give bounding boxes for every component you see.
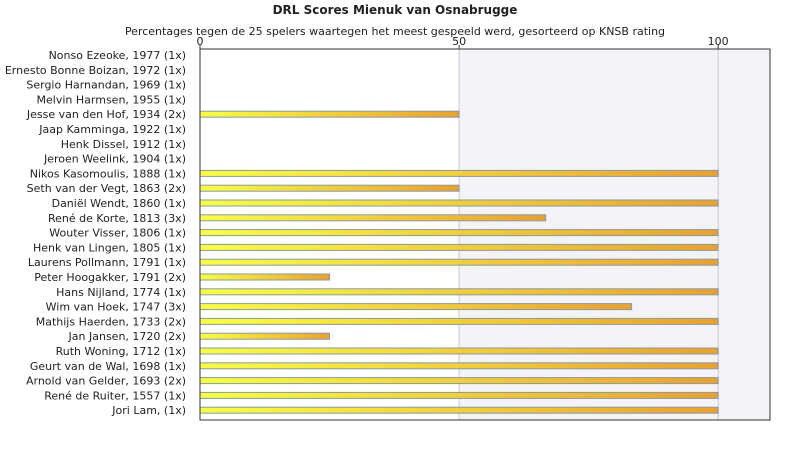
category-label: René de Ruiter, 1557 (1x) [44,389,186,402]
category-label: Jan Jansen, 1720 (2x) [68,330,186,343]
bar [199,273,331,281]
bar [199,391,719,399]
category-label: Wim van Hoek, 1747 (3x) [46,301,186,314]
category-label: Nonso Ezeoke, 1977 (1x) [49,49,186,62]
category-label: Henk Dissel, 1912 (1x) [61,138,186,151]
category-label: Melvin Harmsen, 1955 (1x) [37,93,186,106]
category-label: Daniël Wendt, 1860 (1x) [52,197,186,210]
bars [199,110,719,414]
category-label: Ernesto Bonne Boizan, 1972 (1x) [5,64,186,77]
category-label: Jesse van den Hof, 1934 (2x) [26,108,186,121]
bar [199,258,719,266]
category-label: Henk van Lingen, 1805 (1x) [33,241,186,254]
category-label: Sergio Harnandan, 1969 (1x) [26,79,186,92]
category-label: Wouter Visser, 1806 (1x) [49,227,186,240]
category-label: Ruth Woning, 1712 (1x) [56,345,186,358]
category-label: Peter Hoogakker, 1791 (2x) [34,271,186,284]
category-label: Jaap Kamminga, 1922 (1x) [38,123,186,136]
chart-title: DRL Scores Mienuk van Osnabrugge [272,3,518,17]
tick-labels: 0 50 100 [197,35,729,48]
x-tick-label: 50 [452,35,466,48]
bar [199,169,719,177]
bar [199,377,719,385]
category-label: Mathijs Haerden, 1733 (2x) [36,315,186,328]
bar [199,317,719,325]
category-label: Laurens Pollmann, 1791 (1x) [28,256,186,269]
x-tick-label: 0 [197,35,204,48]
bar [199,229,719,237]
category-labels: Nonso Ezeoke, 1977 (1x) Ernesto Bonne Boi… [5,49,186,417]
bar [199,110,460,118]
bar [199,347,719,355]
category-label: René de Korte, 1813 (3x) [48,212,186,225]
category-label: Nikos Kasomoulis, 1888 (1x) [30,167,186,180]
bar [199,332,331,340]
bar [199,243,719,251]
plot-band [718,49,770,420]
bar [199,406,719,414]
category-label: Jeroen Weelink, 1904 (1x) [43,153,186,166]
bar [199,199,719,207]
bar [199,362,719,370]
x-tick-label: 100 [708,35,729,48]
bar [199,184,460,192]
category-label: Geurt van de Wal, 1698 (1x) [30,360,186,373]
category-label: Arnold van Gelder, 1693 (2x) [26,375,186,388]
bar [199,288,719,296]
category-label: Hans Nijland, 1774 (1x) [56,286,186,299]
category-label: Seth van der Vegt, 1863 (2x) [27,182,186,195]
bar [199,214,547,222]
category-label: Jori Lam, (1x) [111,404,186,417]
plot-border [199,48,771,421]
chart-subtitle: Percentages tegen de 25 spelers waartege… [124,25,666,38]
bar [199,303,633,311]
